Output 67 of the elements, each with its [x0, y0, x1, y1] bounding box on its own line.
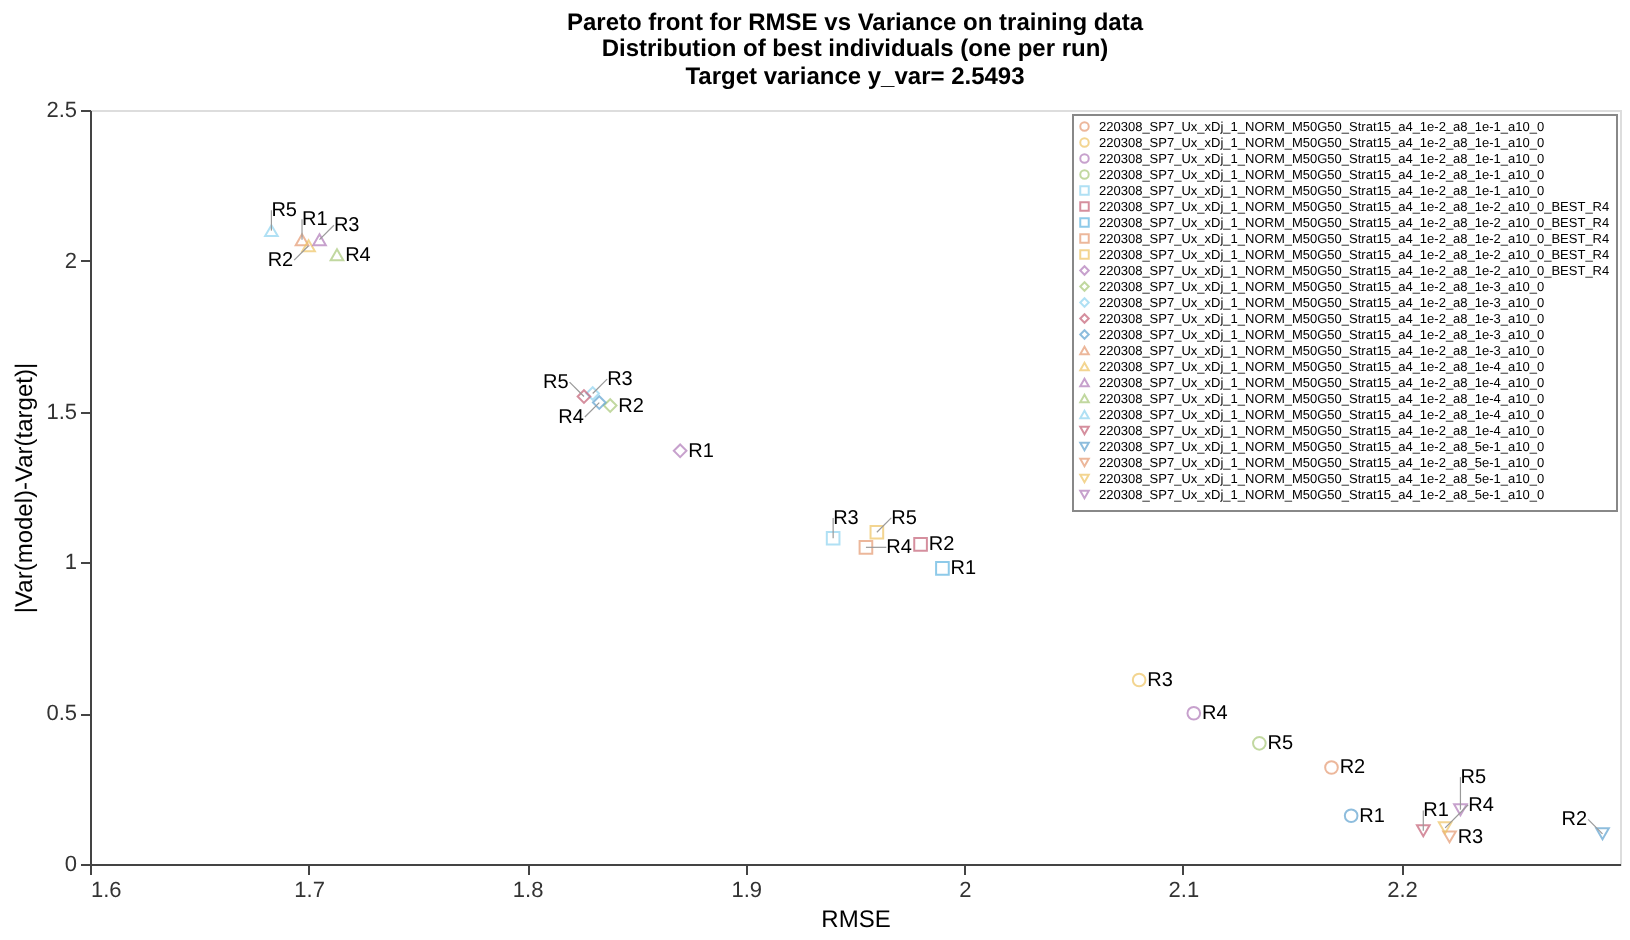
point: [312, 233, 327, 247]
annotation: R2: [1561, 809, 1589, 832]
point: [1186, 705, 1202, 721]
y-tick-label: 1: [64, 551, 77, 576]
annotation: R3: [607, 369, 634, 392]
point: [576, 389, 592, 404]
annotation: R4: [1201, 703, 1229, 726]
point: [1252, 736, 1267, 751]
annotation: R5: [271, 200, 298, 223]
x-tick-label: 2.2: [1387, 879, 1418, 903]
chart-title: Pareto front for RMSE vs Variance on training data: [566, 8, 1144, 36]
annotation: R1: [950, 558, 978, 581]
annotation: R3: [833, 507, 860, 530]
annotation: R4: [1468, 794, 1495, 817]
point: [1343, 808, 1359, 824]
annotation: R3: [1457, 826, 1485, 849]
point: [913, 536, 928, 552]
annotation: R1: [1359, 805, 1386, 828]
annotation: R1: [1423, 800, 1450, 823]
point: [1324, 760, 1339, 775]
annotation: R1: [688, 440, 715, 463]
point: [869, 524, 885, 540]
annotation: R4: [345, 244, 372, 267]
point: [294, 233, 310, 247]
annotation: R1: [302, 209, 329, 232]
point: [1453, 803, 1468, 817]
annotation: R4: [886, 537, 913, 560]
annotation: R2: [618, 395, 645, 418]
annotation: R5: [891, 507, 918, 530]
annotation: R3: [333, 215, 361, 238]
annotation: R5: [543, 372, 570, 395]
y-tick-label: 2: [64, 249, 77, 274]
point: [1437, 821, 1453, 835]
annotation: R3: [1147, 670, 1174, 693]
x-tick-label: 1.7: [294, 879, 325, 903]
x-tick-label: 1.9: [731, 879, 763, 903]
point: [1442, 830, 1457, 844]
point: [935, 561, 950, 576]
chart-subtitle: Distribution of best individuals (one per run) Target variance y_var= 2.5493: [601, 34, 1109, 90]
annotation: R2: [1339, 757, 1367, 780]
x-tick-label: 2.1: [1168, 879, 1200, 903]
y-tick-label: 0.5: [46, 702, 77, 727]
annotation: R2: [928, 534, 956, 557]
point: [1415, 824, 1431, 838]
annotation: R2: [267, 250, 295, 273]
x-tick-label: 2: [959, 879, 972, 903]
y-tick-label: 2.5: [46, 99, 77, 123]
y-tick-label: 0: [64, 853, 77, 877]
y-tick-label: 1.5: [46, 400, 77, 425]
annotation: R5: [1267, 733, 1294, 756]
point: [602, 398, 618, 413]
x-tick-label: 1.6: [91, 879, 122, 903]
point: [672, 443, 688, 459]
annotation: R5: [1460, 767, 1487, 790]
y-axis-title: |Var(model)-Var(target)|: [10, 362, 39, 614]
x-axis-title: RMSE: [821, 905, 891, 933]
point: [858, 540, 874, 555]
point: [591, 395, 607, 410]
point: [825, 530, 841, 546]
point: [1131, 672, 1147, 688]
point: [264, 224, 279, 238]
point: [1595, 827, 1610, 841]
point: [585, 386, 601, 401]
annotation: R4: [558, 406, 585, 429]
point: [301, 239, 316, 253]
x-tick-label: 1.8: [512, 879, 544, 903]
point: [329, 248, 345, 262]
